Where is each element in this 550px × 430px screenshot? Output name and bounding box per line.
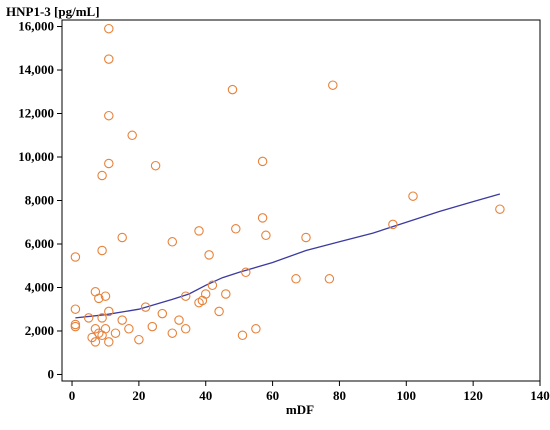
y-tick-label: 6,000 [25, 236, 54, 251]
data-point [140, 302, 151, 312]
data-point [180, 291, 191, 301]
x-tick-label: 140 [530, 388, 550, 403]
data-point [104, 110, 114, 121]
data-point [104, 54, 114, 64]
data-point [127, 130, 137, 141]
data-point [174, 315, 184, 325]
data-point [70, 321, 81, 332]
data-point [207, 280, 218, 291]
data-point [261, 230, 271, 241]
data-point [104, 306, 114, 317]
data-point [324, 274, 335, 284]
data-point [110, 328, 121, 338]
plot-frame [61, 19, 541, 382]
data-point [241, 267, 251, 278]
data-point [167, 328, 178, 338]
y-tick-label: 8,000 [25, 193, 54, 208]
data-point [104, 337, 114, 347]
y-axis-label: HNP1-3 [pg/mL] [6, 4, 100, 19]
data-point [194, 226, 204, 236]
axes [61, 19, 541, 382]
data-points [70, 23, 505, 347]
data-point [180, 324, 191, 334]
data-point [83, 313, 94, 323]
data-point [257, 213, 268, 223]
data-point [157, 308, 168, 319]
x-tick-label: 40 [199, 388, 212, 403]
x-tick-label: 60 [266, 388, 279, 403]
data-point [204, 250, 214, 260]
x-axis-label: mDF [285, 402, 315, 417]
data-point [200, 289, 211, 299]
data-point [227, 84, 238, 95]
data-point [237, 330, 248, 341]
data-point [134, 334, 144, 345]
y-tick-label: 10,000 [18, 149, 54, 164]
data-point [388, 219, 398, 230]
data-point [221, 289, 231, 299]
data-point [70, 319, 81, 330]
data-point [251, 324, 261, 334]
data-point [147, 321, 158, 332]
data-point [97, 170, 107, 181]
data-point [124, 324, 134, 334]
y-tick-label: 12,000 [18, 106, 54, 121]
y-tick-label: 16,000 [18, 19, 54, 34]
x-tick-label: 80 [333, 388, 346, 403]
y-axis-ticks: 0 2,000 4,000 6,000 8,000 10,000 12,000 14,000 1… [18, 19, 62, 381]
data-point [214, 306, 224, 317]
data-point [70, 304, 81, 314]
y-tick-label: 0 [48, 366, 55, 381]
x-tick-label: 120 [463, 388, 483, 403]
data-point [167, 237, 178, 247]
data-point [328, 80, 338, 90]
trend-line [75, 193, 501, 319]
data-point [70, 252, 81, 262]
data-point [408, 191, 418, 201]
data-point [150, 160, 161, 171]
data-point [100, 291, 111, 301]
data-point [291, 274, 301, 284]
data-point [97, 313, 107, 323]
data-point [495, 204, 505, 214]
y-tick-label: 4,000 [25, 279, 54, 294]
data-point [104, 158, 114, 169]
data-point [117, 315, 127, 325]
data-point [257, 156, 268, 167]
data-point [231, 224, 241, 234]
data-point [104, 23, 114, 34]
x-tick-label: 100 [397, 388, 417, 403]
data-point [94, 293, 104, 304]
y-tick-label: 2,000 [25, 323, 54, 338]
data-point [117, 232, 127, 243]
data-point [90, 337, 101, 347]
x-axis-ticks: 0 20 40 60 80 100 120 140 [69, 381, 550, 403]
y-tick-label: 14,000 [18, 62, 54, 77]
data-point [301, 232, 311, 243]
x-tick-label: 20 [132, 388, 145, 403]
x-tick-label: 0 [69, 388, 76, 403]
data-point [97, 245, 107, 256]
data-point [100, 324, 111, 334]
